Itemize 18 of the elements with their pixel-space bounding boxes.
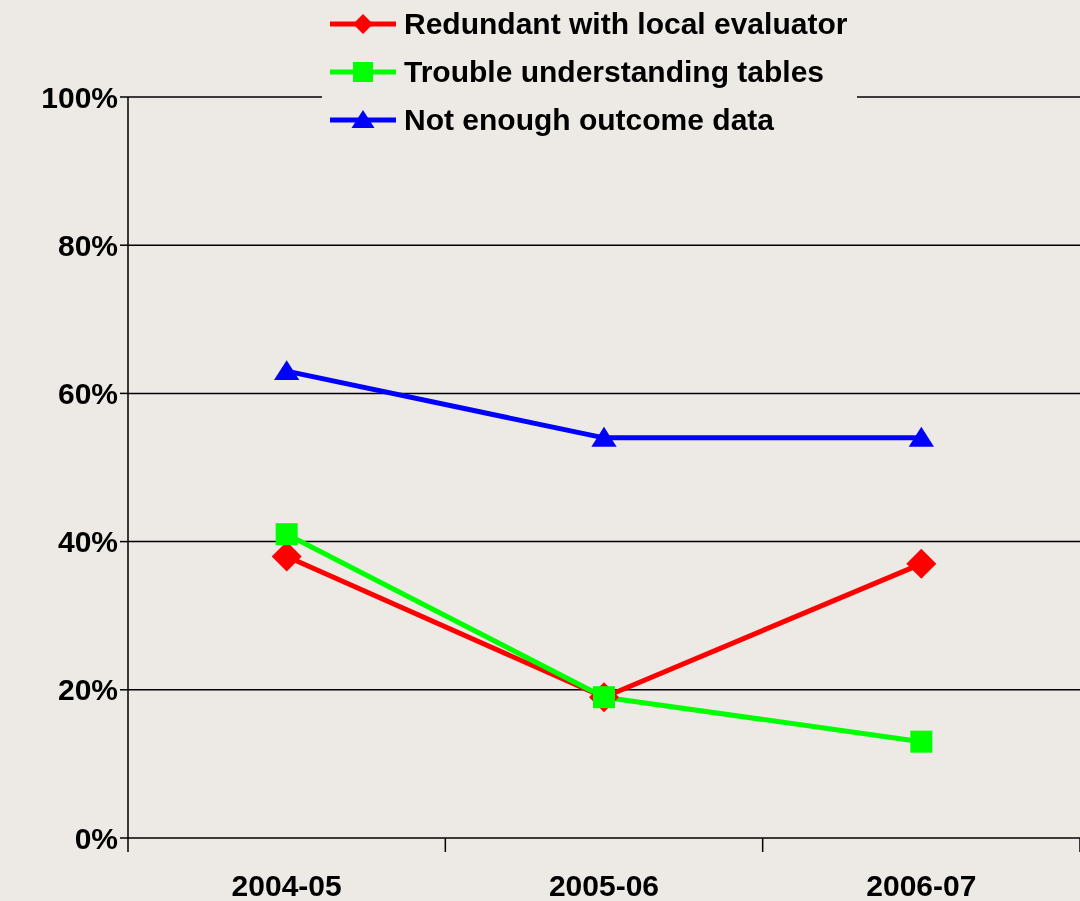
legend-label: Not enough outcome data bbox=[404, 103, 774, 137]
x-tick-label: 2004-05 bbox=[231, 869, 342, 901]
point bbox=[591, 426, 617, 447]
y-tick-label: 20% bbox=[57, 673, 118, 707]
x-tick-label: 2006-07 bbox=[866, 869, 977, 901]
y-tick-label: 100% bbox=[41, 80, 118, 114]
point bbox=[274, 360, 300, 380]
y-tick-label: 60% bbox=[57, 377, 118, 411]
point bbox=[910, 730, 933, 753]
point bbox=[906, 548, 937, 579]
y-tick-label: 80% bbox=[57, 228, 118, 262]
legend-label: Trouble understanding tables bbox=[404, 55, 825, 89]
y-tick-label: 0% bbox=[74, 821, 118, 855]
y-tick-label: 40% bbox=[57, 525, 118, 559]
point bbox=[908, 426, 934, 447]
legend-label: Redundant with local evaluator bbox=[404, 7, 848, 41]
point bbox=[275, 523, 298, 546]
x-tick-label: 2005-06 bbox=[548, 869, 660, 901]
